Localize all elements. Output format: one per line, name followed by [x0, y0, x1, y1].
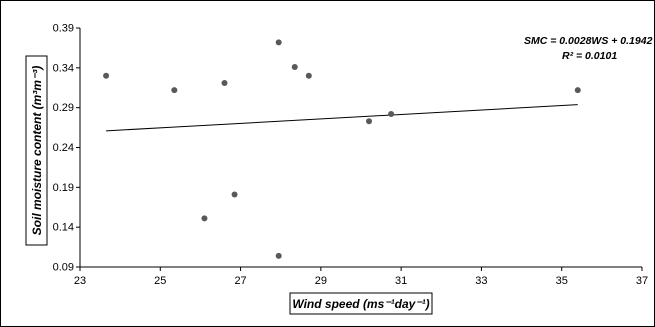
x-axis-label-box [289, 292, 433, 315]
data-point [103, 72, 110, 79]
x-tick-label: 35 [556, 275, 568, 287]
trendline [106, 104, 578, 132]
x-tick-label: 25 [154, 275, 166, 287]
data-point [291, 64, 298, 71]
data-point [201, 215, 208, 222]
y-axis-label: Soil moisture content (m³m⁻³) [30, 66, 44, 236]
y-axis-label-box [25, 55, 48, 246]
x-tick-label: 29 [315, 275, 327, 287]
y-tick-label: 0.24 [53, 142, 74, 154]
x-axis-label: Wind speed (ms⁻¹day⁻¹) [292, 297, 429, 311]
data-point [275, 252, 282, 259]
data-point [231, 191, 238, 198]
data-point [305, 72, 312, 79]
data-point [366, 118, 373, 125]
x-axis-ticks: 23 25 27 29 31 33 35 37 [74, 267, 648, 287]
x-tick-label: 33 [475, 275, 487, 287]
y-axis-ticks: 0.09 0.14 0.19 0.24 0.29 0.34 0.39 [53, 23, 80, 274]
y-tick-label: 0.29 [53, 102, 74, 114]
x-tick-label: 31 [395, 275, 407, 287]
y-tick-label: 0.34 [53, 62, 74, 74]
y-tick-label: 0.39 [53, 23, 74, 35]
x-tick-label: 23 [74, 275, 86, 287]
data-points [103, 39, 581, 259]
y-tick-label: 0.19 [53, 182, 74, 194]
y-tick-label: 0.14 [53, 222, 74, 234]
x-tick-label: 37 [636, 275, 648, 287]
data-point [171, 87, 178, 94]
y-tick-label: 0.09 [53, 262, 74, 274]
data-point [275, 39, 282, 46]
equation-annotation: SMC = 0.0028WS + 0.1942 [524, 35, 653, 47]
x-tick-label: 27 [234, 275, 246, 287]
r-squared-annotation: R² = 0.0101 [562, 50, 617, 62]
data-point [221, 79, 228, 86]
data-point [388, 111, 395, 118]
data-point [574, 87, 581, 94]
